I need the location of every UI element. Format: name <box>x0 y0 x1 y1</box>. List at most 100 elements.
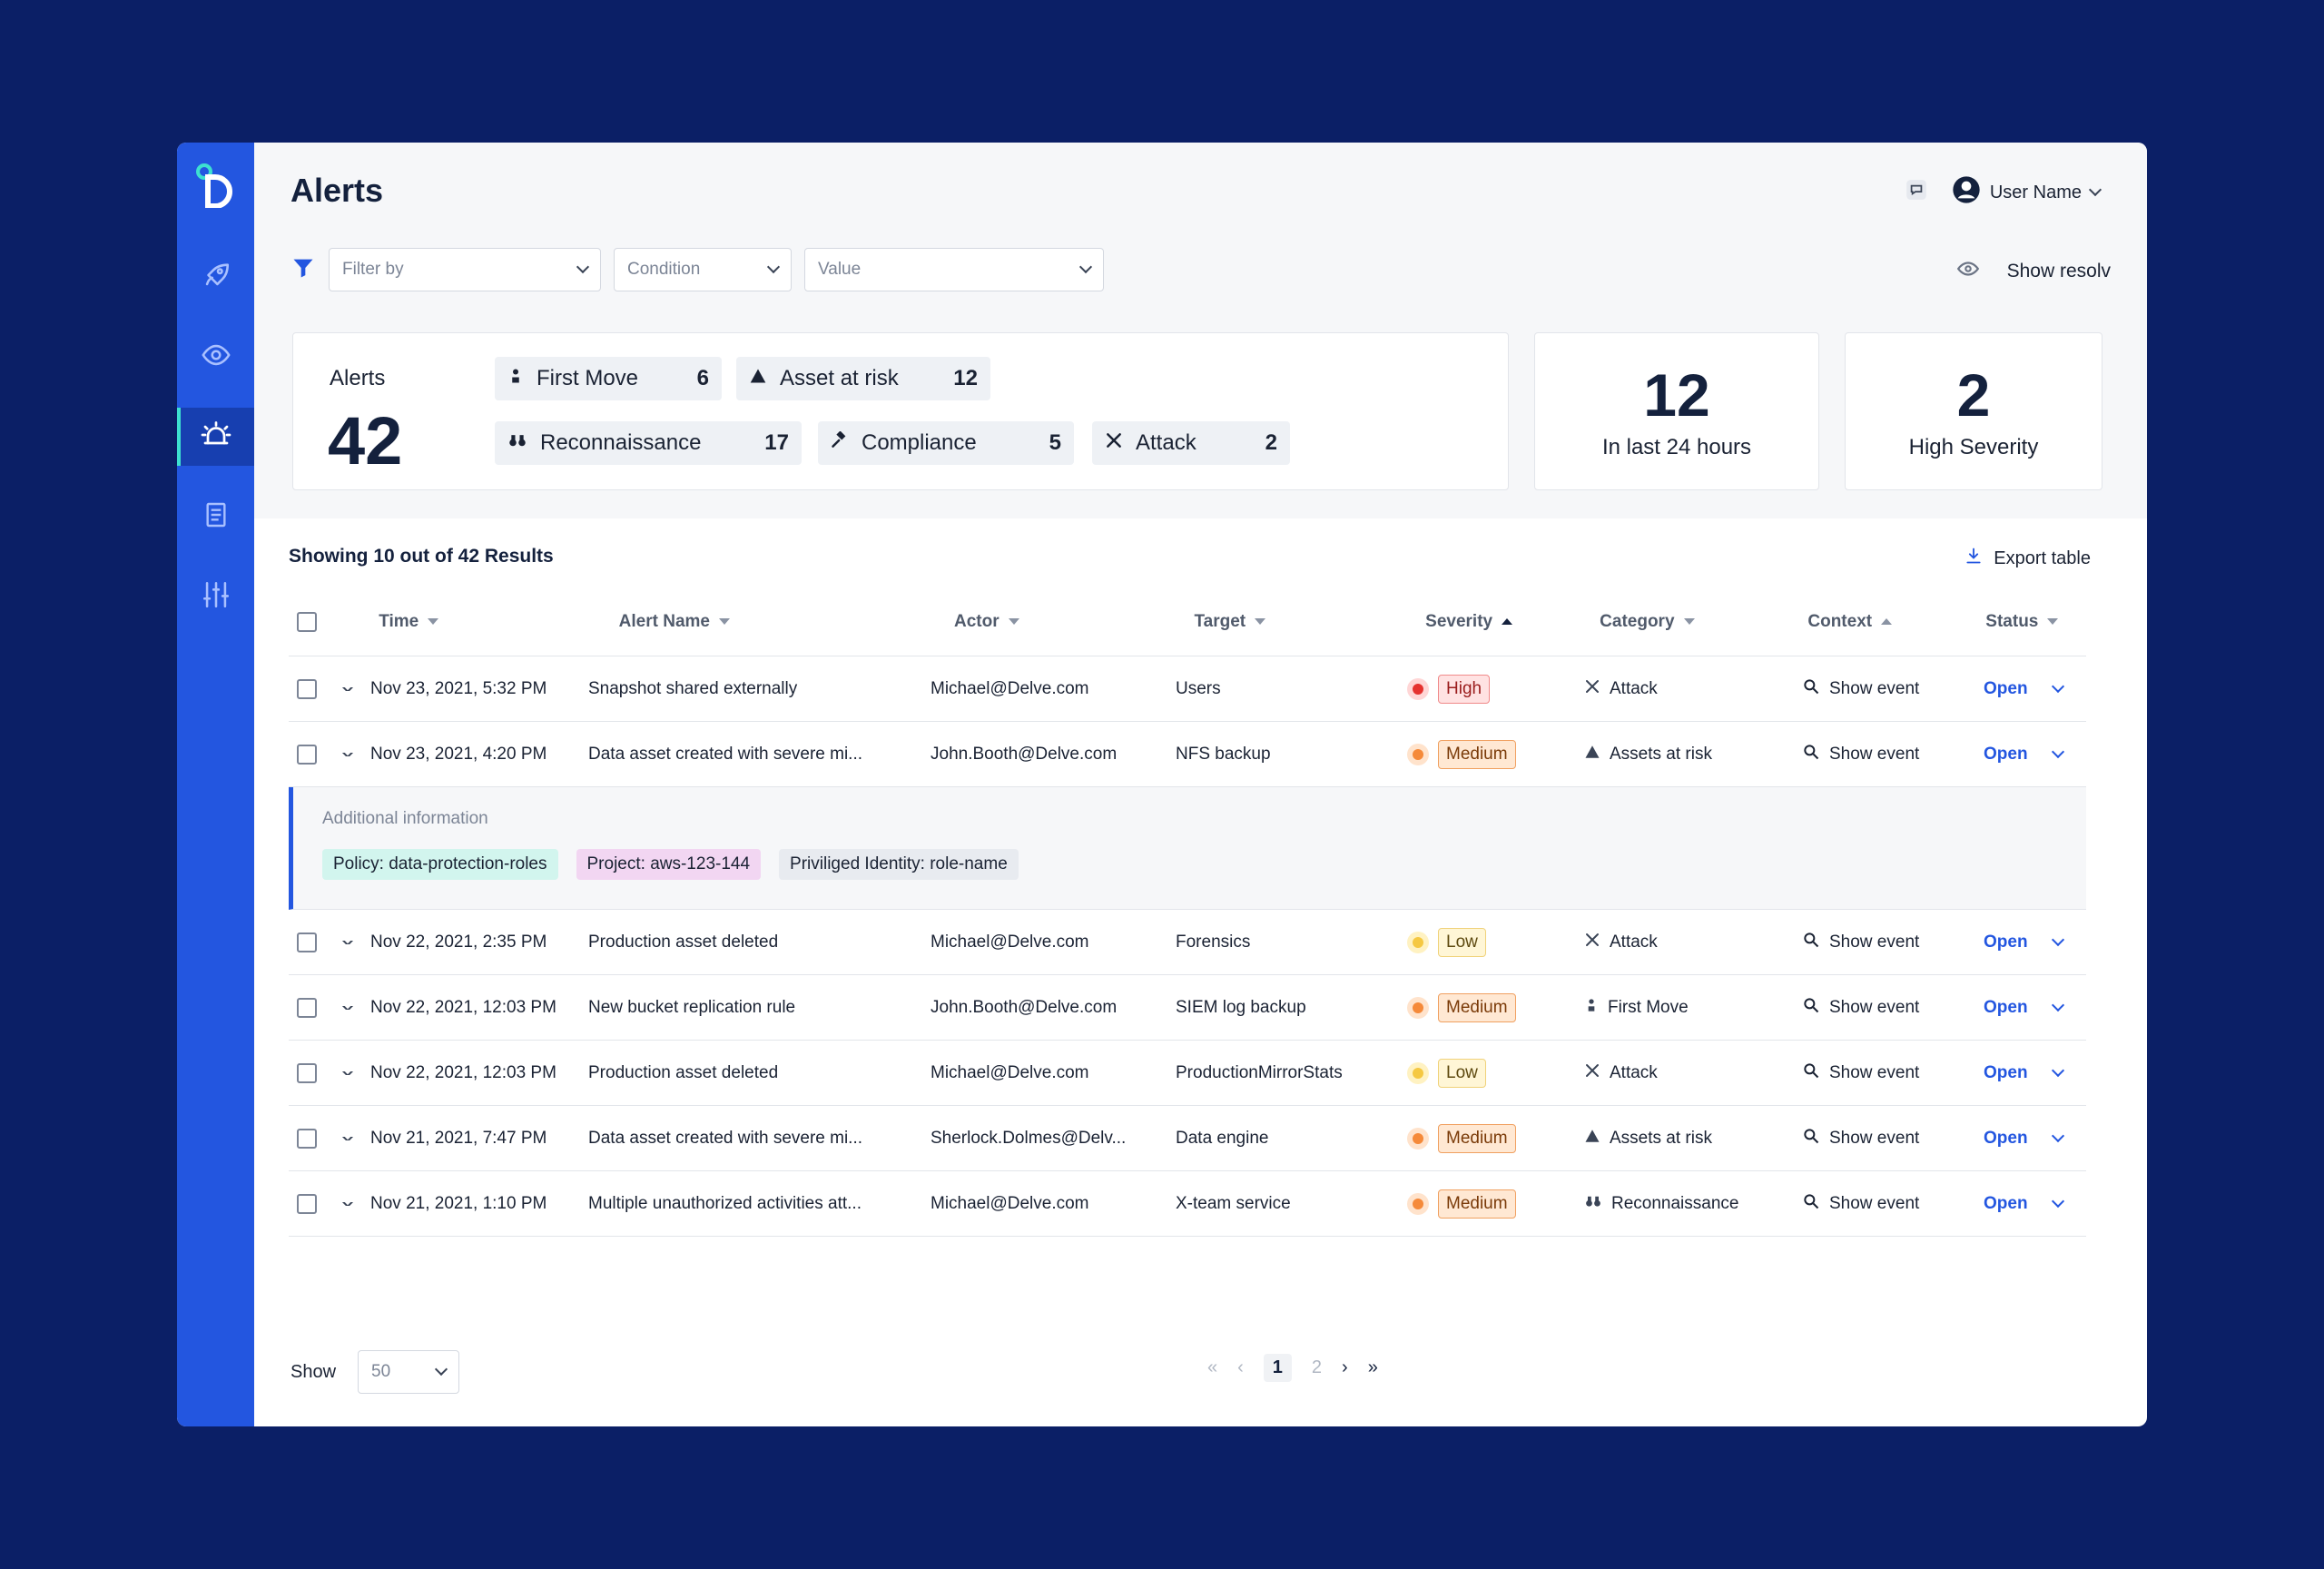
expand-row-icon[interactable] <box>340 1005 355 1010</box>
col-time[interactable]: Time <box>324 612 618 632</box>
table-row[interactable]: Nov 23, 2021, 5:32 PM Snapshot shared ex… <box>289 656 2086 722</box>
page-2-button[interactable]: 2 <box>1311 1357 1323 1377</box>
col-severity[interactable]: Severity <box>1425 612 1600 632</box>
top-right-controls: User Name <box>1905 175 2102 210</box>
table-row[interactable]: Nov 23, 2021, 4:20 PM Data asset created… <box>289 722 2086 787</box>
filter-icon[interactable] <box>290 255 316 285</box>
row-alert-name: Production asset deleted <box>588 932 779 952</box>
nav-monitor[interactable] <box>177 328 254 386</box>
show-event-link[interactable]: Show event <box>1802 1192 1984 1216</box>
page-size-select[interactable]: 50 <box>358 1350 460 1394</box>
search-icon <box>1802 1127 1820 1150</box>
value-select[interactable]: Value <box>804 248 1104 291</box>
status-dropdown[interactable]: Open <box>1984 1063 2086 1083</box>
row-category: Attack <box>1584 932 1802 953</box>
expand-row-icon[interactable] <box>340 1071 355 1075</box>
expand-row-icon[interactable] <box>340 686 355 691</box>
search-icon <box>1802 1061 1820 1085</box>
severity-badge: Medium <box>1407 739 1584 769</box>
last-24h-card: 12 In last 24 hours <box>1534 332 1819 490</box>
show-event-link[interactable]: Show event <box>1802 931 1984 954</box>
chip-asset-at-risk[interactable]: Asset at risk 12 <box>736 357 990 400</box>
table-row[interactable]: Nov 22, 2021, 12:03 PM Production asset … <box>289 1041 2086 1106</box>
row-category: Attack <box>1584 678 1802 700</box>
high-severity-value: 2 <box>1956 361 1991 429</box>
status-dropdown[interactable]: Open <box>1984 745 2086 765</box>
next-page-icon[interactable]: › <box>1342 1357 1348 1377</box>
identity-tag[interactable]: Priviliged Identity: role-name <box>779 849 1019 880</box>
show-resolved-toggle[interactable]: Show resolv <box>1956 257 2111 286</box>
col-status[interactable]: Status <box>1985 612 2086 632</box>
status-dropdown[interactable]: Open <box>1984 998 2086 1018</box>
row-actor: John.Booth@Delve.com <box>931 744 1118 764</box>
row-actor: Michael@Delve.com <box>931 932 1089 952</box>
row-checkbox[interactable] <box>297 997 317 1018</box>
chip-attack[interactable]: Attack 2 <box>1092 421 1290 465</box>
prev-page-icon[interactable]: ‹ <box>1237 1357 1244 1377</box>
nav-settings[interactable] <box>177 567 254 626</box>
chevron-down-icon <box>2051 933 2064 946</box>
export-table-button[interactable]: Export table <box>1965 546 2091 571</box>
col-actor[interactable]: Actor <box>954 612 1194 632</box>
col-category[interactable]: Category <box>1600 612 1807 632</box>
expand-row-icon[interactable] <box>340 1201 355 1206</box>
nav-reports[interactable] <box>177 488 254 546</box>
delve-logo[interactable] <box>195 163 237 209</box>
status-dropdown[interactable]: Open <box>1984 933 2086 952</box>
expand-row-icon[interactable] <box>340 752 355 756</box>
chip-compliance[interactable]: Compliance 5 <box>818 421 1074 465</box>
user-avatar-icon <box>1952 175 1981 210</box>
table-row[interactable]: Nov 22, 2021, 2:35 PM Production asset d… <box>289 910 2086 975</box>
chat-icon[interactable] <box>1905 178 1928 207</box>
show-event-link[interactable]: Show event <box>1802 1127 1984 1150</box>
first-page-icon[interactable]: « <box>1207 1357 1218 1377</box>
show-event-link[interactable]: Show event <box>1802 1061 1984 1085</box>
show-event-link[interactable]: Show event <box>1802 677 1984 701</box>
chevron-down-icon <box>2051 679 2064 693</box>
last-page-icon[interactable]: » <box>1367 1357 1378 1377</box>
sliders-icon <box>201 579 231 615</box>
policy-tag[interactable]: Policy: data-protection-roles <box>322 849 558 880</box>
page-1-button[interactable]: 1 <box>1263 1354 1292 1382</box>
row-category: Reconnaissance <box>1584 1193 1802 1215</box>
row-checkbox[interactable] <box>297 932 317 952</box>
row-checkbox[interactable] <box>297 678 317 699</box>
project-tag[interactable]: Project: aws-123-144 <box>576 849 762 880</box>
show-event-link[interactable]: Show event <box>1802 996 1984 1020</box>
condition-select[interactable]: Condition <box>614 248 792 291</box>
chip-first-move[interactable]: First Move 6 <box>495 357 722 400</box>
status-dropdown[interactable]: Open <box>1984 679 2086 699</box>
row-time: Nov 22, 2021, 12:03 PM <box>370 997 556 1017</box>
search-icon <box>1802 743 1820 766</box>
col-target[interactable]: Target <box>1194 612 1425 632</box>
nav-launch[interactable] <box>177 248 254 306</box>
row-checkbox[interactable] <box>297 1193 317 1214</box>
expand-row-icon[interactable] <box>340 940 355 944</box>
severity-dot-icon <box>1407 743 1429 765</box>
expand-row-icon[interactable] <box>340 1136 355 1140</box>
sidebar <box>177 143 254 1426</box>
row-checkbox[interactable] <box>297 1062 317 1083</box>
cross-swords-icon <box>1105 430 1123 456</box>
table-row[interactable]: Nov 21, 2021, 1:10 PM Multiple unauthori… <box>289 1171 2086 1237</box>
status-dropdown[interactable]: Open <box>1984 1194 2086 1214</box>
chip-reconnaissance[interactable]: Reconnaissance 17 <box>495 421 802 465</box>
select-all-checkbox[interactable] <box>296 611 317 632</box>
filter-by-select[interactable]: Filter by <box>329 248 601 291</box>
nav-alerts[interactable] <box>177 408 254 466</box>
row-alert-name: New bucket replication rule <box>588 997 796 1017</box>
status-dropdown[interactable]: Open <box>1984 1129 2086 1149</box>
table-row[interactable]: Nov 22, 2021, 12:03 PM New bucket replic… <box>289 975 2086 1041</box>
show-event-link[interactable]: Show event <box>1802 743 1984 766</box>
row-checkbox[interactable] <box>297 1128 317 1149</box>
table-row[interactable]: Nov 21, 2021, 7:47 PM Data asset created… <box>289 1106 2086 1171</box>
row-alert-name: Data asset created with severe mi... <box>588 744 863 764</box>
search-icon <box>1802 931 1820 954</box>
col-context[interactable]: Context <box>1807 612 1985 632</box>
user-name: User Name <box>1989 182 2082 202</box>
page-size-control: Show 50 <box>290 1350 460 1394</box>
row-alert-name: Snapshot shared externally <box>588 678 798 698</box>
row-checkbox[interactable] <box>297 744 317 765</box>
user-menu[interactable]: User Name <box>1952 175 2102 210</box>
col-alert-name[interactable]: Alert Name <box>619 612 954 632</box>
